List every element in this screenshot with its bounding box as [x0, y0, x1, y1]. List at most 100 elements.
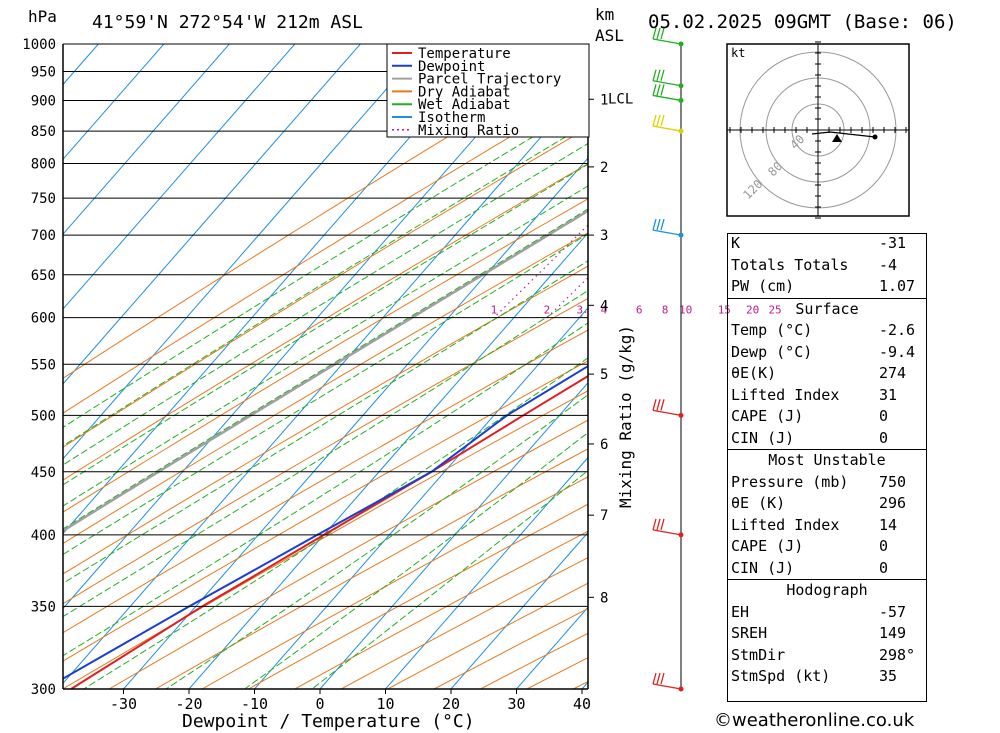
surface-cin-row: CIN (J) 0 [731, 428, 888, 447]
wind-barb-flag [660, 399, 665, 411]
isotherm-line [385, 456, 588, 689]
temperature-tick-label: -20 [175, 695, 202, 713]
temperature-tick-label: 40 [573, 695, 591, 713]
pressure-tick-label: 400 [31, 528, 56, 544]
wind-barb-flag [652, 84, 657, 96]
legend-entry: Temperature [418, 46, 511, 62]
hodograph-header: Hodograph [727, 579, 927, 602]
isotherm-line [254, 307, 588, 689]
isotherm-line [63, 44, 165, 161]
pressure-unit-label: hPa [28, 7, 57, 26]
storm-motion-marker [832, 134, 842, 142]
pw-row: PW (cm) 1.07 [731, 277, 916, 295]
pressure-grid [62, 43, 589, 690]
wind-barb-staff [652, 229, 682, 236]
height-tick-label: 3 [600, 228, 608, 244]
isotherm-line [63, 44, 230, 235]
height-unit-label: km [595, 5, 614, 24]
legend-entry: Parcel Trajectory [418, 72, 561, 88]
isotherm-line [63, 44, 558, 610]
location-label: 41°59'N 272°54'W 212m ASL [92, 12, 363, 33]
wind-barb-flag [652, 27, 657, 40]
pressure-tick-label: 900 [31, 93, 56, 109]
dry-adiabat-line [108, 419, 588, 689]
wet-adiabat-line [63, 122, 588, 447]
lcl-label: LCL [608, 92, 633, 108]
pressure-tick-label: 450 [31, 465, 56, 481]
isotherm-line [450, 531, 588, 689]
pressure-tick-label: 750 [31, 191, 56, 207]
dry-adiabat-line [63, 360, 588, 662]
totals-totals-row: Totals Totals -4 [731, 255, 897, 274]
wind-barb [652, 27, 682, 45]
pressure-tick-label: 500 [31, 408, 56, 424]
wind-barb [652, 518, 682, 536]
wet-adiabat-line [63, 185, 588, 507]
wind-barb-flag [652, 518, 657, 531]
credit-label[interactable]: ©weatheronline.co.uk [714, 710, 915, 731]
surface-li-row: Lifted Index 31 [731, 385, 897, 404]
mixing-ratio-axis-label: Mixing Ratio (g/kg) [616, 325, 635, 508]
wind-barb-flag [656, 27, 661, 40]
wind-barb-flag [660, 27, 665, 40]
wind-barb-flag [660, 69, 665, 81]
isotherm-line [63, 44, 296, 310]
isotherm-line [123, 157, 588, 689]
mixing-ratio-label: 3 [576, 304, 583, 317]
height-tick-label: 4 [600, 298, 608, 314]
sreh-row: SREH 149 [731, 624, 907, 642]
surface-cape-row: CAPE (J) 0 [731, 407, 888, 425]
eh-row: EH -57 [731, 602, 907, 621]
wind-barb-flag [656, 672, 661, 685]
profiles [63, 209, 588, 689]
surface-header: Surface [727, 297, 927, 320]
height-tick-label: 8 [600, 590, 608, 606]
height-tick-label: 1 [600, 92, 608, 108]
pressure-tick-label: 800 [31, 157, 56, 173]
wind-barb-flag [660, 672, 665, 685]
dry-adiabat-line [201, 476, 588, 689]
height-unit-label-2: ASL [595, 26, 624, 45]
isotherm-line [63, 44, 427, 460]
wind-barb-flag [652, 69, 657, 81]
wind-barb-staff [652, 409, 682, 416]
isotherm-line [188, 232, 588, 689]
pressure-tick-label: 1000 [22, 37, 56, 53]
wind-barb [652, 218, 682, 236]
wind-barb-flag [656, 69, 661, 81]
legend-entry: Dewpoint [418, 59, 485, 75]
wet-adiabat-line [63, 322, 588, 657]
surface-theta-row: θE(K) 274 [731, 364, 907, 382]
pressure-tick-label: 650 [31, 268, 56, 284]
dry-adiabat-line [63, 163, 588, 481]
mu-pressure-row: Pressure (mb) 750 [731, 472, 907, 491]
wind-barb [652, 672, 682, 690]
wind-barb [652, 399, 682, 416]
legend-box [386, 43, 590, 138]
temperature-tick-label: 20 [442, 695, 460, 713]
legend-entry: Mixing Ratio [418, 123, 519, 139]
wind-barb-flag [656, 518, 661, 531]
mixing-ratio-label: 6 [636, 304, 643, 317]
legend-entry: Dry Adiabat [418, 84, 511, 100]
surface-temp-row: Temp (°C) -2.6 [731, 321, 916, 339]
wet-adiabat-line [63, 208, 588, 530]
dry-adiabat-line [63, 51, 588, 379]
isotherm-line [319, 381, 588, 689]
temperature-tick-label: 30 [507, 695, 525, 713]
indices-table: K -31 Totals Totals -4 PW (cm) 1.07 Surface… [727, 233, 927, 688]
stmdir-row: StmDir 298° [731, 645, 916, 664]
mixing-ratio-label: 2 [544, 304, 551, 317]
wind-barb [652, 114, 682, 132]
wind-barb-flag [652, 114, 657, 127]
wet-adiabat-line [63, 163, 588, 486]
stmspd-row: StmSpd (kt) 35 [731, 667, 897, 685]
datetime-label: 05.02.2025 09GMT (Base: 06) [648, 11, 957, 33]
most-unstable-header: Most Unstable [727, 449, 927, 472]
pressure-tick-label: 300 [31, 682, 56, 698]
wet-adiabat-line [244, 432, 588, 689]
wind-barb-staff [652, 125, 682, 132]
wind-barb-flag [656, 399, 661, 411]
